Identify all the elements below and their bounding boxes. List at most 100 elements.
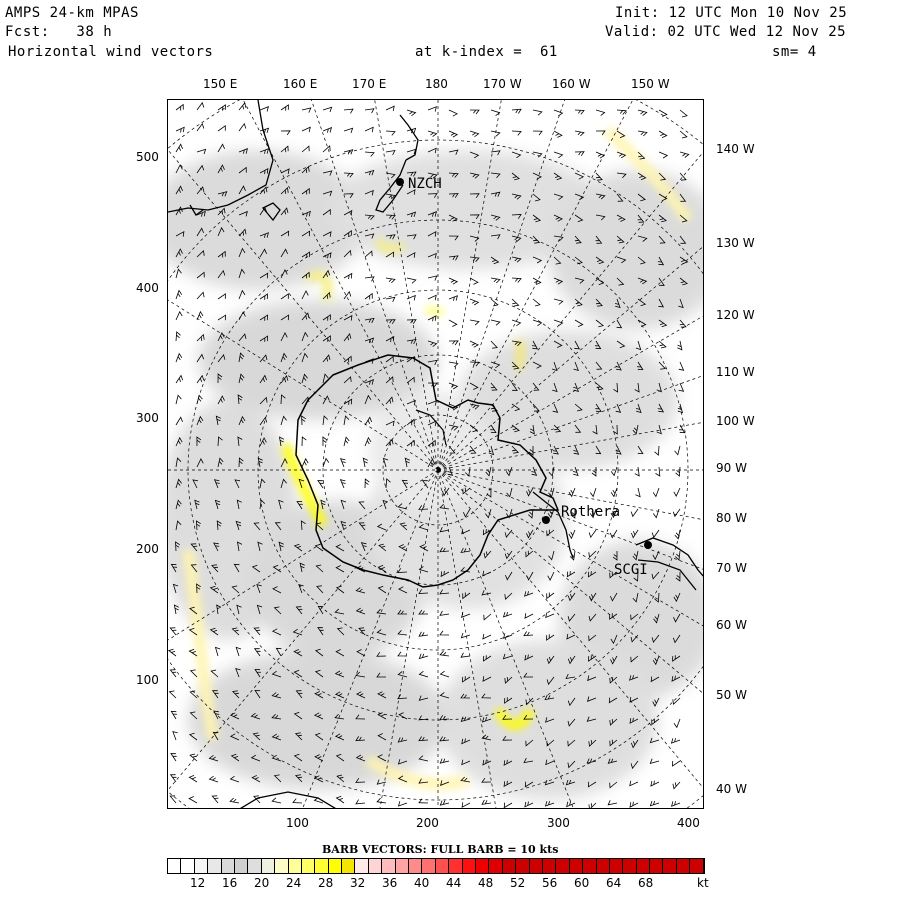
wind-barb: [511, 235, 522, 242]
wind-barb: [630, 613, 639, 621]
colorbar-swatch: [650, 859, 664, 873]
wind-barb: [566, 801, 576, 808]
wind-barb: [630, 634, 639, 643]
wind-barb: [196, 148, 207, 155]
wind-barb: [301, 373, 308, 384]
wind-barb: [524, 781, 534, 788]
wind-barb: [658, 319, 668, 328]
wind-barb: [188, 796, 198, 804]
wind-barb: [172, 731, 178, 741]
wind-barb: [217, 164, 225, 174]
wind-barb: [398, 712, 408, 720]
wind-barb: [595, 151, 606, 159]
wind-barb: [464, 466, 471, 477]
wind-barb: [280, 248, 288, 258]
wind-barb: [280, 375, 289, 384]
wind-barb: [546, 676, 555, 686]
wind-barb: [609, 739, 618, 747]
wind-barb: [196, 186, 205, 195]
wind-barb: [418, 736, 429, 742]
wind-barb: [175, 520, 182, 531]
wind-barb: [427, 359, 438, 366]
wind-barb: [574, 235, 582, 244]
wind-barb: [595, 193, 606, 200]
wind-barb: [259, 499, 266, 510]
wind-barb: [168, 648, 177, 657]
colorbar-title: BARB VECTORS: FULL BARB = 10 kts: [322, 843, 559, 856]
wind-barb: [254, 689, 261, 699]
wind-barb: [448, 277, 459, 285]
wind-barb: [217, 293, 226, 300]
lon-label: 90 W: [716, 461, 747, 475]
graticule: [168, 100, 703, 808]
colorbar-label: 40: [414, 876, 430, 890]
wind-barb: [175, 248, 183, 258]
wind-barb: [657, 256, 665, 266]
wind-barb: [612, 424, 618, 435]
wind-barb: [195, 520, 201, 531]
wind-barb: [217, 436, 223, 447]
wind-barb: [322, 436, 328, 447]
wind-barb: [343, 127, 354, 134]
wind-barb: [511, 298, 520, 307]
wind-barb: [481, 799, 492, 805]
wind-barb: [175, 416, 183, 426]
wind-barb: [272, 586, 282, 594]
wind-barb: [259, 478, 266, 489]
wind-barb: [343, 415, 350, 426]
wind-barb: [317, 480, 324, 489]
wind-barb: [469, 151, 480, 159]
wind-barb: [531, 466, 538, 476]
wind-barb: [545, 612, 555, 619]
wind-barb: [355, 799, 366, 805]
colorbar-swatch: [288, 859, 302, 873]
forecast-hour: Fcst: 38 h: [5, 24, 113, 40]
wind-barb: [552, 382, 558, 393]
colorbar-swatch: [168, 859, 182, 873]
wind-barb: [632, 592, 639, 603]
wind-barb: [616, 130, 626, 139]
wind-barb: [448, 172, 459, 178]
wind-barb: [448, 340, 459, 346]
wind-barb: [377, 754, 387, 762]
wind-barb: [679, 214, 688, 223]
wind-barb: [447, 466, 454, 476]
colorbar-swatch: [194, 859, 209, 873]
wind-barb: [301, 396, 310, 405]
wind-barb: [588, 802, 597, 808]
wind-barb: [253, 648, 261, 657]
wind-barb: [421, 480, 429, 489]
wind-barb: [461, 612, 471, 618]
wind-barb: [547, 508, 555, 519]
wind-barb: [280, 458, 288, 468]
wind-barb: [589, 487, 597, 498]
wind-barb: [209, 585, 219, 594]
wind-barb: [259, 248, 267, 258]
wind-barb: [448, 382, 459, 390]
wind-barb: [448, 109, 458, 117]
wind-barb: [460, 776, 471, 783]
wind-barb: [678, 298, 684, 309]
wind-barb: [634, 382, 640, 393]
lon-label: 70 W: [716, 561, 747, 575]
wind-barb: [654, 445, 660, 456]
wind-barb: [553, 235, 564, 242]
wind-barb: [293, 753, 303, 762]
station-rothera-dot: [542, 516, 550, 524]
wind-barb: [528, 446, 534, 456]
wind-barb: [448, 130, 459, 138]
wind-barb: [490, 277, 501, 284]
wind-barb: [280, 130, 291, 136]
wind-barb: [253, 627, 261, 636]
wind-barb: [238, 457, 244, 468]
wind-barb: [463, 508, 471, 518]
wind-barb: [385, 438, 394, 447]
wind-barb: [376, 797, 387, 804]
wind-barb: [217, 354, 226, 363]
wind-barb: [649, 758, 660, 764]
wind-barb: [672, 634, 681, 644]
wind-barb: [427, 458, 435, 468]
wind-map[interactable]: NZCH Rothera SCGI: [167, 99, 704, 809]
wind-barb: [427, 294, 437, 301]
wind-barb: [490, 172, 501, 179]
